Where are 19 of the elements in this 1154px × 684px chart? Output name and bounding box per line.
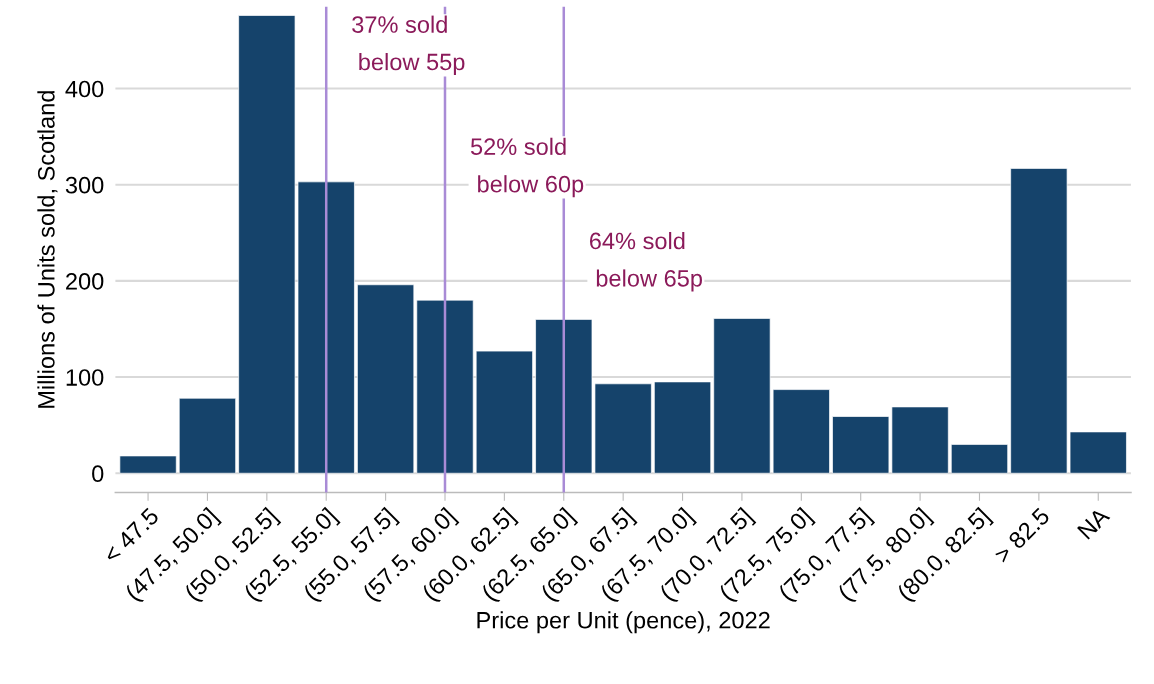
bar xyxy=(178,397,237,474)
y-tick-label: 100 xyxy=(66,369,104,386)
y-tick-label: 300 xyxy=(65,176,104,194)
y-tick-label: 200 xyxy=(66,272,104,290)
y-axis-title: Millions of Units sold, Scotland xyxy=(37,91,58,408)
bar xyxy=(357,284,415,474)
bar xyxy=(119,455,177,474)
y-tick-label: 400 xyxy=(65,80,104,98)
y-tick-label: 0 xyxy=(92,465,104,483)
bar xyxy=(475,350,533,474)
annotation: 37% sold below 55p xyxy=(352,15,465,76)
x-tick-label: NA xyxy=(1077,506,1111,540)
x-tick-label: > 82.5 xyxy=(993,506,1051,564)
annotation: 52% sold below 60p xyxy=(470,137,584,198)
bar xyxy=(950,444,1009,474)
annotation: 64% sold below 65p xyxy=(589,231,702,292)
bar xyxy=(416,299,474,474)
bar xyxy=(653,381,712,474)
x-axis-title: Price per Unit (pence), 2022 xyxy=(477,611,770,634)
